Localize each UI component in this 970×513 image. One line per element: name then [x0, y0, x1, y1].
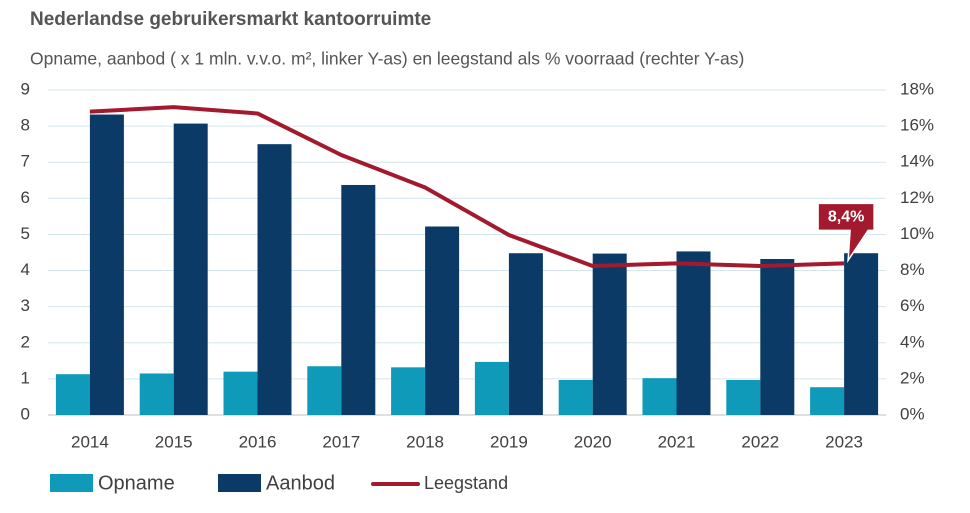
x-tick-label: 2023	[825, 432, 863, 451]
y2-tick-label: 16%	[900, 116, 934, 135]
chart-subtitle: Opname, aanbod ( x 1 mln. v.v.o. m², lin…	[30, 49, 744, 69]
x-tick-label: 2020	[574, 432, 612, 451]
bar	[726, 379, 761, 415]
y2-tick-label: 10%	[900, 224, 934, 243]
bar	[592, 253, 627, 415]
bar	[391, 367, 426, 415]
bar	[257, 144, 292, 415]
y-tick-label: 8	[21, 116, 30, 135]
y-tick-label: 1	[21, 368, 30, 387]
bar	[307, 366, 342, 415]
x-tick-label: 2021	[658, 432, 696, 451]
y2-tick-label: 18%	[900, 79, 934, 98]
y-tick-label: 5	[21, 224, 30, 243]
bar	[139, 373, 174, 415]
y-tick-label: 7	[21, 152, 30, 171]
legend-swatch	[218, 474, 261, 492]
line	[89, 105, 845, 269]
x-tick-label: 2019	[490, 432, 528, 451]
bar	[844, 253, 879, 415]
y2-tick-label: 6%	[900, 296, 925, 315]
bar	[173, 123, 208, 415]
legend-label: Opname	[98, 472, 175, 494]
bar	[223, 371, 258, 415]
bar	[760, 259, 795, 415]
y-tick-label: 9	[21, 79, 30, 98]
bar	[89, 114, 124, 416]
bar	[341, 184, 376, 415]
y-tick-label: 6	[21, 188, 30, 207]
x-tick-label: 2022	[741, 432, 779, 451]
y2-tick-label: 8%	[900, 260, 925, 279]
y-tick-label: 2	[21, 332, 30, 351]
legend-swatch	[50, 474, 93, 492]
x-tick-label: 2015	[155, 432, 193, 451]
bar	[508, 253, 543, 415]
y2-tick-label: 12%	[900, 188, 934, 207]
bar	[474, 361, 509, 415]
y-tick-label: 3	[21, 296, 30, 315]
y2-tick-label: 14%	[900, 152, 934, 171]
y2-tick-label: 2%	[900, 368, 925, 387]
y-tick-label: 4	[21, 260, 30, 279]
legend-label: Leegstand	[424, 473, 508, 493]
y2-tick-label: 4%	[900, 332, 925, 351]
legend-label: Aanbod	[266, 472, 335, 494]
bar	[676, 251, 711, 415]
bar	[55, 374, 90, 415]
y2-tick-label: 0%	[900, 404, 925, 423]
bar	[425, 226, 460, 415]
chart-title: Nederlandse gebruikersmarkt kantoorruimt…	[30, 9, 431, 30]
data-label-box	[817, 202, 875, 264]
x-tick-label: 2018	[406, 432, 444, 451]
x-tick-label: 2016	[239, 432, 277, 451]
data-label: 8,4%	[828, 209, 864, 226]
bar	[642, 378, 677, 415]
bar	[810, 387, 845, 415]
x-tick-label: 2017	[322, 432, 360, 451]
x-tick-label: 2014	[71, 432, 109, 451]
bar	[558, 379, 593, 415]
y-tick-label: 0	[21, 404, 30, 423]
